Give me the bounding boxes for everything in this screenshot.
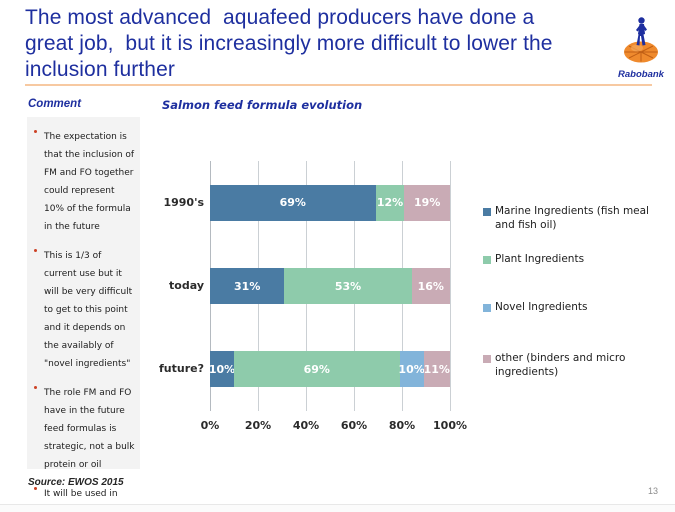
comment-list: The expectation is that the inclusion of… (31, 126, 135, 512)
bar-segment: 10% (398, 351, 425, 388)
legend-item: Marine Ingredients (fish meal and fish o… (483, 205, 668, 232)
comment-bullet-text: The expectation is that the inclusion of… (44, 132, 135, 232)
bar-row: 10% 69% 10% 11% (208, 351, 450, 388)
bar-segment-label: 69% (279, 196, 306, 210)
bar-segment: 12% (375, 184, 405, 221)
bar-segment: 19% (404, 184, 450, 221)
x-axis-tick-label: 60% (340, 419, 368, 432)
comment-bullet-text: This is 1/3 of current use but it will b… (44, 251, 133, 369)
x-axis-tick-label: 0% (200, 419, 220, 432)
page-title: The most advanced aquafeed producers hav… (25, 6, 553, 81)
comment-box: The expectation is that the inclusion of… (27, 117, 140, 512)
bar-row: 31% 53% 16% (210, 268, 450, 304)
category-label: 1990's (163, 195, 204, 209)
title-divider (25, 84, 652, 86)
bar-segment: 31% (210, 268, 285, 304)
source-note: Source: EWOS 2015 (28, 477, 124, 488)
bar-segment-label: 12% (376, 196, 404, 210)
category-label: today (169, 279, 204, 292)
legend-swatch-icon (483, 208, 491, 216)
comment-bullet-text: The role FM and FO have in the future fe… (44, 388, 135, 470)
comment-bullet-item: The role FM and FO have in the future fe… (31, 382, 135, 472)
bar-segment: 16% (411, 268, 450, 304)
legend-swatch-icon (483, 355, 491, 363)
x-axis-tick-label: 100% (433, 419, 467, 432)
bar-segment-label: 53% (334, 279, 362, 293)
bar-segment: 69% (210, 184, 376, 221)
plot-area: 0% 20% 40% 60% 80% 100% 69% 12% 19% 1990's 31% 53% 1… (159, 161, 467, 432)
gridline (450, 161, 451, 411)
bar-segment-label: 10% (398, 362, 425, 376)
bullet-icon (34, 249, 37, 252)
legend-item: Novel Ingredients (483, 301, 668, 315)
bar-segment-label: 11% (423, 362, 450, 376)
category-label: future? (159, 362, 204, 376)
x-axis-tick-label: 80% (388, 419, 416, 432)
bar-segment-label: 19% (414, 196, 441, 210)
bullet-icon (34, 386, 37, 389)
bar-segment: 10% (208, 351, 236, 388)
rabobank-logo-text: Rabobank (618, 69, 664, 80)
legend-item: other (binders and micro ingredients) (483, 352, 668, 379)
bar-segment-label: 10% (208, 362, 236, 376)
footer-strip (0, 504, 675, 512)
bar-segment-label: 16% (417, 279, 444, 293)
legend-swatch-icon (483, 256, 491, 264)
page-number: 13 (647, 486, 658, 496)
bar-segment: 53% (284, 268, 412, 304)
legend-label: other (binders and micro ingredients) (495, 352, 626, 378)
rabobank-logo-icon (624, 17, 658, 63)
comment-bullet-item: The expectation is that the inclusion of… (31, 126, 135, 234)
bullet-icon (34, 130, 37, 133)
bullet-icon (34, 487, 37, 490)
comment-bullet-item: This is 1/3 of current use but it will b… (31, 245, 135, 371)
legend-swatch-icon (483, 304, 491, 312)
x-axis-tick-label: 20% (244, 419, 272, 432)
bar-segment: 69% (234, 351, 400, 388)
x-axis-tick-label: 40% (292, 419, 320, 432)
bar-segment: 11% (423, 351, 450, 388)
rabobank-logo: Rabobank (612, 14, 670, 80)
legend-label: Novel Ingredients (495, 301, 588, 313)
bar-segment-label: 31% (234, 279, 261, 293)
legend-label: Marine Ingredients (fish meal and fish o… (495, 205, 649, 231)
legend-label: Plant Ingredients (495, 253, 585, 265)
legend-item: Plant Ingredients (483, 253, 668, 267)
chart-title: Salmon feed formula evolution (162, 98, 363, 112)
bar-segment-label: 69% (303, 362, 330, 376)
comment-heading: Comment (28, 98, 82, 110)
bar-row: 69% 12% 19% (210, 184, 450, 221)
